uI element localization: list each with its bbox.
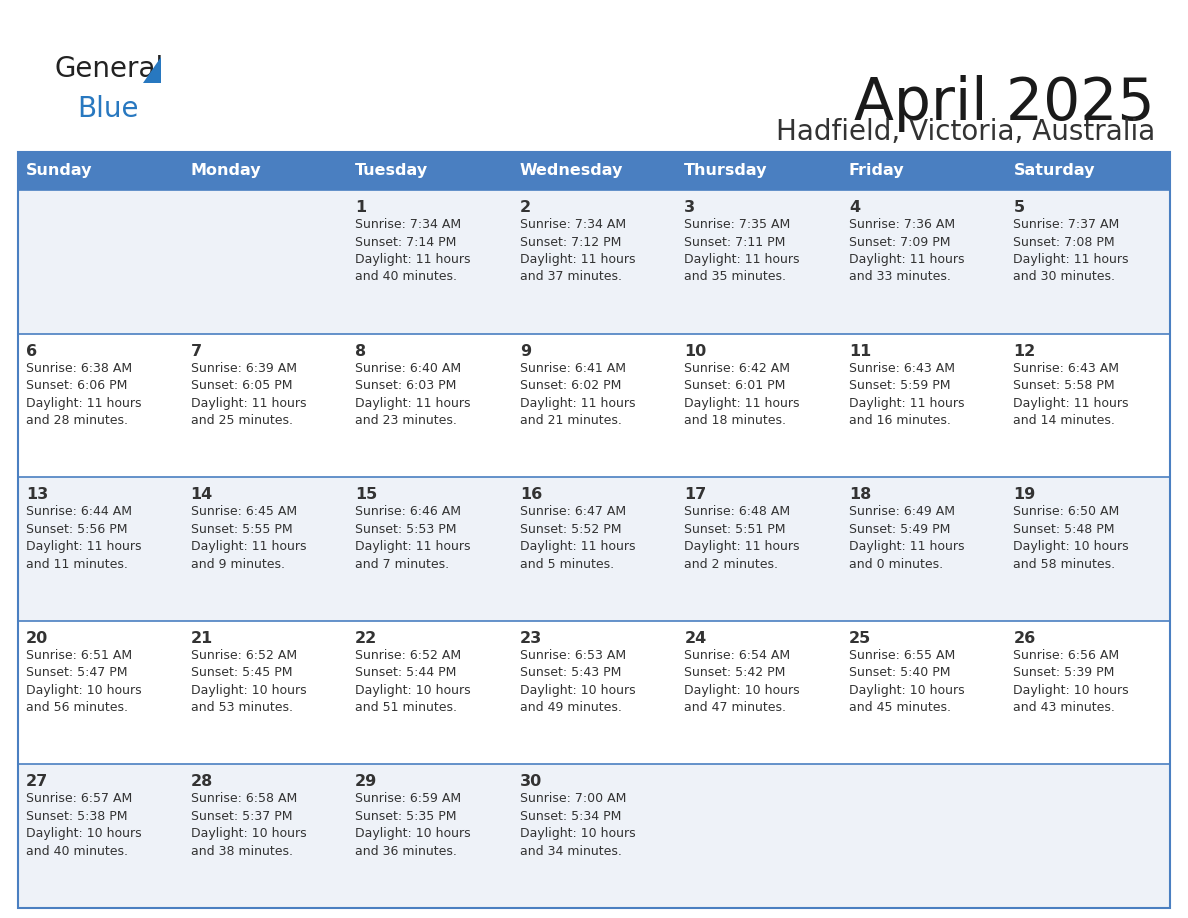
Text: 10: 10 xyxy=(684,343,707,359)
Text: Sunrise: 7:34 AM
Sunset: 7:14 PM
Daylight: 11 hours
and 40 minutes.: Sunrise: 7:34 AM Sunset: 7:14 PM Dayligh… xyxy=(355,218,470,284)
Text: April 2025: April 2025 xyxy=(854,75,1155,132)
Text: Blue: Blue xyxy=(77,95,139,123)
Text: Sunrise: 6:45 AM
Sunset: 5:55 PM
Daylight: 11 hours
and 9 minutes.: Sunrise: 6:45 AM Sunset: 5:55 PM Dayligh… xyxy=(190,505,307,571)
Text: 4: 4 xyxy=(849,200,860,215)
Text: 19: 19 xyxy=(1013,487,1036,502)
Text: Sunrise: 6:38 AM
Sunset: 6:06 PM
Daylight: 11 hours
and 28 minutes.: Sunrise: 6:38 AM Sunset: 6:06 PM Dayligh… xyxy=(26,362,141,427)
Text: 18: 18 xyxy=(849,487,871,502)
Text: 16: 16 xyxy=(519,487,542,502)
Text: Sunrise: 6:54 AM
Sunset: 5:42 PM
Daylight: 10 hours
and 47 minutes.: Sunrise: 6:54 AM Sunset: 5:42 PM Dayligh… xyxy=(684,649,800,714)
Text: Sunrise: 7:34 AM
Sunset: 7:12 PM
Daylight: 11 hours
and 37 minutes.: Sunrise: 7:34 AM Sunset: 7:12 PM Dayligh… xyxy=(519,218,636,284)
Text: 21: 21 xyxy=(190,631,213,645)
Text: 26: 26 xyxy=(1013,631,1036,645)
Text: 23: 23 xyxy=(519,631,542,645)
Text: Sunrise: 6:44 AM
Sunset: 5:56 PM
Daylight: 11 hours
and 11 minutes.: Sunrise: 6:44 AM Sunset: 5:56 PM Dayligh… xyxy=(26,505,141,571)
Text: Sunrise: 7:37 AM
Sunset: 7:08 PM
Daylight: 11 hours
and 30 minutes.: Sunrise: 7:37 AM Sunset: 7:08 PM Dayligh… xyxy=(1013,218,1129,284)
Text: Sunrise: 6:56 AM
Sunset: 5:39 PM
Daylight: 10 hours
and 43 minutes.: Sunrise: 6:56 AM Sunset: 5:39 PM Dayligh… xyxy=(1013,649,1129,714)
Text: 5: 5 xyxy=(1013,200,1024,215)
Text: Sunrise: 6:43 AM
Sunset: 5:59 PM
Daylight: 11 hours
and 16 minutes.: Sunrise: 6:43 AM Sunset: 5:59 PM Dayligh… xyxy=(849,362,965,427)
Text: Thursday: Thursday xyxy=(684,163,767,178)
Text: Sunrise: 7:00 AM
Sunset: 5:34 PM
Daylight: 10 hours
and 34 minutes.: Sunrise: 7:00 AM Sunset: 5:34 PM Dayligh… xyxy=(519,792,636,858)
Bar xyxy=(18,477,1170,621)
Bar xyxy=(18,190,1170,333)
Text: Sunrise: 6:48 AM
Sunset: 5:51 PM
Daylight: 11 hours
and 2 minutes.: Sunrise: 6:48 AM Sunset: 5:51 PM Dayligh… xyxy=(684,505,800,571)
Text: 12: 12 xyxy=(1013,343,1036,359)
Text: 27: 27 xyxy=(26,775,49,789)
Text: Sunrise: 7:36 AM
Sunset: 7:09 PM
Daylight: 11 hours
and 33 minutes.: Sunrise: 7:36 AM Sunset: 7:09 PM Dayligh… xyxy=(849,218,965,284)
Text: 29: 29 xyxy=(355,775,378,789)
Text: 11: 11 xyxy=(849,343,871,359)
Text: 2: 2 xyxy=(519,200,531,215)
Text: Wednesday: Wednesday xyxy=(519,163,623,178)
Text: 14: 14 xyxy=(190,487,213,502)
Text: 28: 28 xyxy=(190,775,213,789)
Text: 6: 6 xyxy=(26,343,37,359)
Text: 24: 24 xyxy=(684,631,707,645)
Text: Sunrise: 7:35 AM
Sunset: 7:11 PM
Daylight: 11 hours
and 35 minutes.: Sunrise: 7:35 AM Sunset: 7:11 PM Dayligh… xyxy=(684,218,800,284)
Text: Sunrise: 6:41 AM
Sunset: 6:02 PM
Daylight: 11 hours
and 21 minutes.: Sunrise: 6:41 AM Sunset: 6:02 PM Dayligh… xyxy=(519,362,636,427)
Text: 3: 3 xyxy=(684,200,695,215)
Text: Sunrise: 6:39 AM
Sunset: 6:05 PM
Daylight: 11 hours
and 25 minutes.: Sunrise: 6:39 AM Sunset: 6:05 PM Dayligh… xyxy=(190,362,307,427)
Text: Sunrise: 6:43 AM
Sunset: 5:58 PM
Daylight: 11 hours
and 14 minutes.: Sunrise: 6:43 AM Sunset: 5:58 PM Dayligh… xyxy=(1013,362,1129,427)
Text: Sunrise: 6:49 AM
Sunset: 5:49 PM
Daylight: 11 hours
and 0 minutes.: Sunrise: 6:49 AM Sunset: 5:49 PM Dayligh… xyxy=(849,505,965,571)
Text: 20: 20 xyxy=(26,631,49,645)
Text: Sunrise: 6:40 AM
Sunset: 6:03 PM
Daylight: 11 hours
and 23 minutes.: Sunrise: 6:40 AM Sunset: 6:03 PM Dayligh… xyxy=(355,362,470,427)
Text: 25: 25 xyxy=(849,631,871,645)
Text: Sunrise: 6:52 AM
Sunset: 5:44 PM
Daylight: 10 hours
and 51 minutes.: Sunrise: 6:52 AM Sunset: 5:44 PM Dayligh… xyxy=(355,649,470,714)
Text: 8: 8 xyxy=(355,343,366,359)
Text: Sunrise: 6:58 AM
Sunset: 5:37 PM
Daylight: 10 hours
and 38 minutes.: Sunrise: 6:58 AM Sunset: 5:37 PM Dayligh… xyxy=(190,792,307,858)
Text: Sunday: Sunday xyxy=(26,163,93,178)
Text: Friday: Friday xyxy=(849,163,904,178)
Text: Monday: Monday xyxy=(190,163,261,178)
Text: Sunrise: 6:50 AM
Sunset: 5:48 PM
Daylight: 10 hours
and 58 minutes.: Sunrise: 6:50 AM Sunset: 5:48 PM Dayligh… xyxy=(1013,505,1129,571)
Text: Tuesday: Tuesday xyxy=(355,163,428,178)
Text: Sunrise: 6:47 AM
Sunset: 5:52 PM
Daylight: 11 hours
and 5 minutes.: Sunrise: 6:47 AM Sunset: 5:52 PM Dayligh… xyxy=(519,505,636,571)
Text: Sunrise: 6:57 AM
Sunset: 5:38 PM
Daylight: 10 hours
and 40 minutes.: Sunrise: 6:57 AM Sunset: 5:38 PM Dayligh… xyxy=(26,792,141,858)
Text: General: General xyxy=(55,55,164,83)
Text: Sunrise: 6:59 AM
Sunset: 5:35 PM
Daylight: 10 hours
and 36 minutes.: Sunrise: 6:59 AM Sunset: 5:35 PM Dayligh… xyxy=(355,792,470,858)
Text: Saturday: Saturday xyxy=(1013,163,1095,178)
Text: 15: 15 xyxy=(355,487,378,502)
Bar xyxy=(18,765,1170,908)
Bar xyxy=(18,621,1170,765)
Text: 7: 7 xyxy=(190,343,202,359)
Text: Sunrise: 6:51 AM
Sunset: 5:47 PM
Daylight: 10 hours
and 56 minutes.: Sunrise: 6:51 AM Sunset: 5:47 PM Dayligh… xyxy=(26,649,141,714)
Bar xyxy=(18,333,1170,477)
Bar xyxy=(18,152,1170,190)
Polygon shape xyxy=(143,57,162,83)
Text: Hadfield, Victoria, Australia: Hadfield, Victoria, Australia xyxy=(776,118,1155,146)
Text: 13: 13 xyxy=(26,487,49,502)
Text: 17: 17 xyxy=(684,487,707,502)
Text: 9: 9 xyxy=(519,343,531,359)
Text: Sunrise: 6:42 AM
Sunset: 6:01 PM
Daylight: 11 hours
and 18 minutes.: Sunrise: 6:42 AM Sunset: 6:01 PM Dayligh… xyxy=(684,362,800,427)
Text: 22: 22 xyxy=(355,631,378,645)
Bar xyxy=(18,152,1170,908)
Text: Sunrise: 6:52 AM
Sunset: 5:45 PM
Daylight: 10 hours
and 53 minutes.: Sunrise: 6:52 AM Sunset: 5:45 PM Dayligh… xyxy=(190,649,307,714)
Text: Sunrise: 6:46 AM
Sunset: 5:53 PM
Daylight: 11 hours
and 7 minutes.: Sunrise: 6:46 AM Sunset: 5:53 PM Dayligh… xyxy=(355,505,470,571)
Text: 30: 30 xyxy=(519,775,542,789)
Text: Sunrise: 6:53 AM
Sunset: 5:43 PM
Daylight: 10 hours
and 49 minutes.: Sunrise: 6:53 AM Sunset: 5:43 PM Dayligh… xyxy=(519,649,636,714)
Text: 1: 1 xyxy=(355,200,366,215)
Text: Sunrise: 6:55 AM
Sunset: 5:40 PM
Daylight: 10 hours
and 45 minutes.: Sunrise: 6:55 AM Sunset: 5:40 PM Dayligh… xyxy=(849,649,965,714)
